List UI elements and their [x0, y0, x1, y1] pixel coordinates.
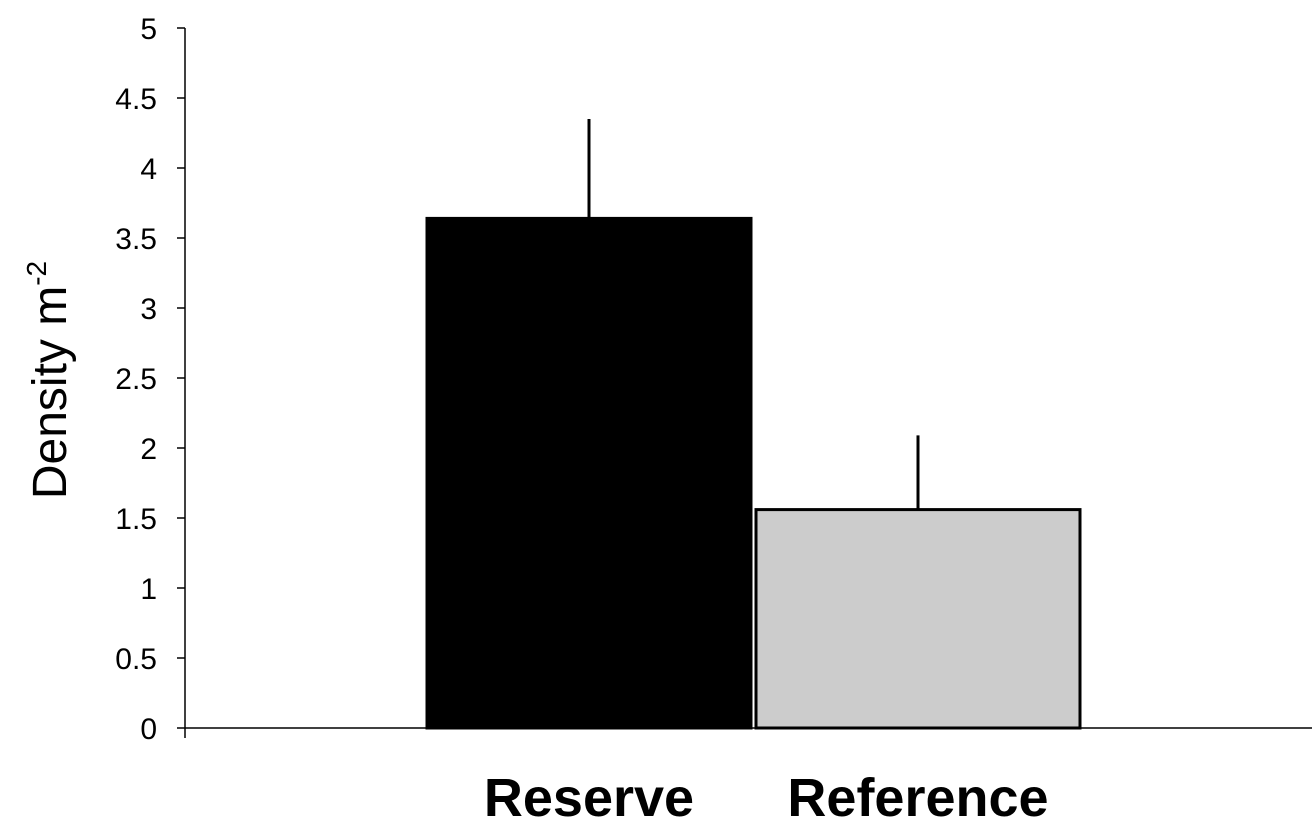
y-tick-label: 3.5	[115, 223, 157, 256]
bar-reserve	[425, 216, 753, 730]
error-bars-layer	[587, 119, 920, 510]
y-axis-title-text: Density m	[24, 286, 77, 499]
y-tick-label: 1	[140, 573, 157, 606]
y-axis-title-superscript: -2	[21, 261, 52, 286]
y-tick-label: 4	[140, 153, 157, 186]
category-label-reserve: Reserve	[484, 768, 694, 826]
y-tick-label: 4.5	[115, 83, 157, 116]
y-ticks-layer: 0 0.5 1 1.5 2 2.5 3 3.5 4 4.5 5	[115, 13, 185, 746]
y-tick-label: 2.5	[115, 363, 157, 396]
y-tick-label: 0.5	[115, 643, 157, 676]
y-tick-label: 0	[140, 713, 157, 746]
bars-layer	[425, 216, 1082, 730]
y-tick-label: 5	[140, 13, 157, 46]
category-labels-layer: Reserve Reference	[484, 768, 1049, 826]
y-tick-label: 2	[140, 433, 157, 466]
category-label-reference: Reference	[787, 768, 1048, 826]
y-axis-title: Density m-2	[21, 261, 77, 499]
y-tick-label: 3	[140, 293, 157, 326]
bar-reference	[754, 508, 1082, 730]
axes-layer	[184, 28, 1312, 738]
y-tick-label: 1.5	[115, 503, 157, 536]
